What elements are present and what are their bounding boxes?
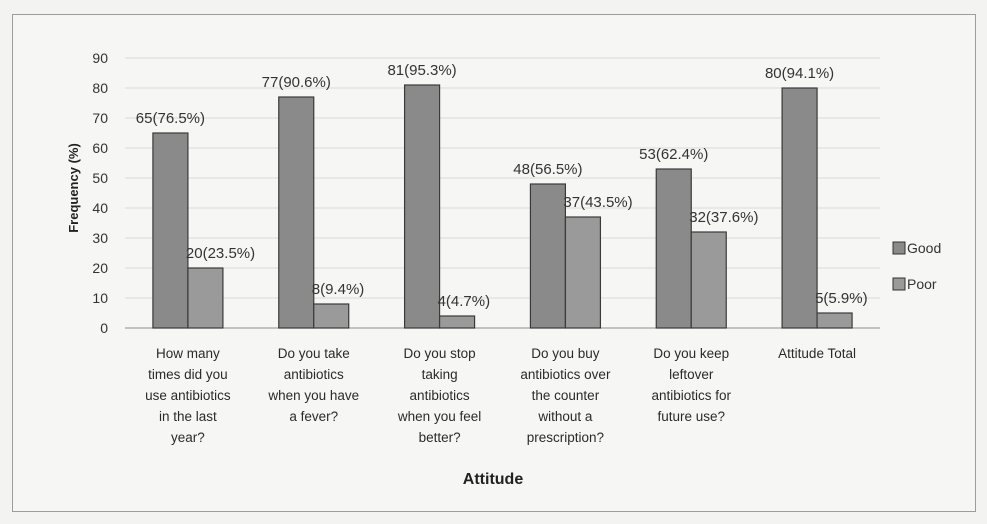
y-tick-label: 0 bbox=[100, 320, 108, 336]
bar-good bbox=[278, 96, 315, 329]
bar-poor bbox=[816, 312, 853, 329]
bar-good bbox=[655, 168, 692, 329]
y-tick-label: 50 bbox=[92, 170, 108, 186]
data-label-poor: 4(4.7%) bbox=[438, 293, 491, 310]
data-label-poor: 37(43.5%) bbox=[563, 194, 632, 211]
bar-poor bbox=[690, 231, 727, 329]
category-label: Do you stop taking antibiotics when you fee… bbox=[397, 346, 481, 445]
x-axis-title: Attitude bbox=[463, 471, 524, 488]
data-label-poor: 20(23.5%) bbox=[186, 245, 255, 262]
bar-poor bbox=[313, 303, 350, 329]
data-label-good: 53(62.4%) bbox=[639, 146, 708, 163]
bar-good bbox=[781, 87, 818, 329]
y-tick-label: 10 bbox=[92, 290, 108, 306]
y-axis-title: Frequency (%) bbox=[66, 143, 81, 233]
data-label-good: 81(95.3%) bbox=[387, 62, 456, 79]
bar-poor bbox=[564, 216, 602, 329]
legend-swatch-good bbox=[892, 241, 906, 255]
bar-good bbox=[529, 183, 567, 329]
category-label: Attitude Total bbox=[778, 346, 856, 361]
legend-swatch-poor bbox=[892, 277, 906, 291]
category-label: How many times did you use antibiotics in t… bbox=[145, 346, 231, 445]
legend-label-poor: Poor bbox=[907, 276, 937, 292]
bar-poor bbox=[187, 267, 224, 329]
y-tick-label: 80 bbox=[92, 80, 108, 96]
category-label: Do you buy antibiotics over the counter wit… bbox=[520, 346, 611, 445]
y-tick-label: 30 bbox=[92, 230, 108, 246]
bar-poor bbox=[438, 315, 476, 329]
data-label-poor: 8(9.4%) bbox=[312, 281, 365, 298]
data-labels: 65(76.5%) 20(23.5%) 77(90.6%) 8(9.4%) 81(95.… bbox=[136, 62, 868, 310]
y-tick-label: 20 bbox=[92, 260, 108, 276]
data-label-good: 80(94.1%) bbox=[765, 65, 834, 82]
y-axis: 0 10 20 30 40 50 60 70 80 90 bbox=[92, 50, 108, 336]
category-label: Do you take antibiotics when you have a fev… bbox=[267, 346, 359, 424]
y-tick-label: 40 bbox=[92, 200, 108, 216]
legend: Good Poor bbox=[892, 240, 941, 292]
data-label-poor: 32(37.6%) bbox=[689, 209, 758, 226]
y-tick-label: 60 bbox=[92, 140, 108, 156]
data-label-good: 48(56.5%) bbox=[513, 161, 582, 178]
y-tick-label: 70 bbox=[92, 110, 108, 126]
y-tick-label: 90 bbox=[92, 50, 108, 66]
bar-good bbox=[403, 84, 441, 329]
x-axis: How many times did you use antibiotics in t… bbox=[145, 346, 856, 445]
gridlines bbox=[125, 57, 880, 329]
bar-good bbox=[152, 132, 189, 329]
legend-label-good: Good bbox=[907, 240, 941, 256]
category-label: Do you keep leftover antibiotics for future… bbox=[651, 346, 731, 424]
data-label-poor: 5(5.9%) bbox=[815, 290, 868, 307]
data-label-good: 65(76.5%) bbox=[136, 110, 205, 127]
bars bbox=[152, 84, 853, 329]
data-label-good: 77(90.6%) bbox=[262, 74, 331, 91]
